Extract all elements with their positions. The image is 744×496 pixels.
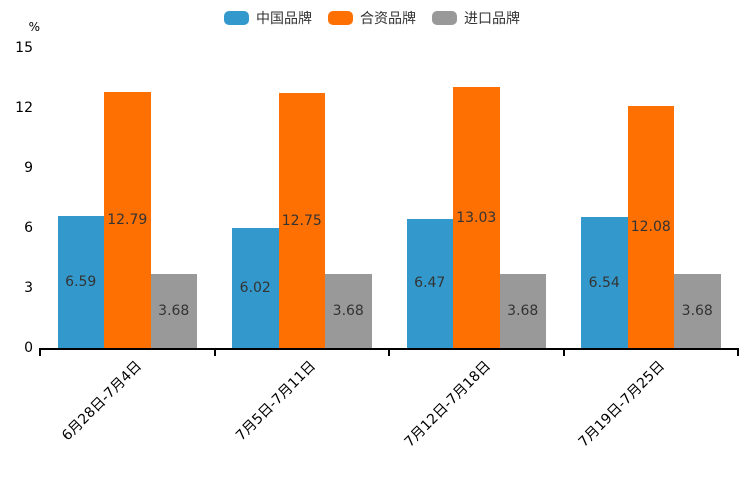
x-axis-tick	[39, 348, 41, 356]
bar-value-label: 12.08	[630, 219, 671, 236]
bar-value-label: 13.03	[456, 209, 497, 226]
legend-item[interactable]: 合资品牌	[328, 8, 416, 28]
legend-swatch	[224, 11, 249, 25]
y-axis-tick-label: 12	[15, 100, 33, 116]
bar-value-label: 3.68	[158, 303, 190, 320]
bar: 12.75	[278, 93, 325, 348]
x-axis-category-label: 7月5日-7月11日	[233, 358, 320, 445]
legend-item[interactable]: 进口品牌	[432, 8, 520, 28]
legend: 中国品牌 合资品牌 进口品牌	[0, 8, 744, 28]
bar-value-label: 3.68	[681, 303, 713, 320]
bar-value-label: 3.68	[507, 303, 539, 320]
bar: 6.47	[406, 218, 453, 348]
y-axis-tick-label: 9	[24, 160, 33, 176]
bar-value-label: 6.47	[414, 275, 446, 292]
bar: 13.03	[453, 87, 500, 348]
x-axis-category-label: 7月12日-7月18日	[401, 358, 494, 451]
bar: 6.02	[232, 227, 279, 348]
x-axis-tick	[737, 348, 739, 356]
y-axis-unit-label: %	[28, 20, 40, 34]
bar: 6.59	[57, 216, 104, 348]
bar: 6.54	[581, 217, 628, 348]
y-axis-tick-label: 6	[24, 220, 33, 236]
legend-item-label: 中国品牌	[256, 11, 312, 27]
bar-value-label: 12.79	[107, 212, 148, 229]
bar-value-label: 6.02	[239, 279, 271, 296]
y-axis-tick-label: 15	[15, 40, 33, 56]
y-axis-tick-label: 3	[24, 280, 33, 296]
x-axis-tick	[213, 348, 216, 356]
bar: 12.79	[104, 92, 151, 348]
bar-value-label: 3.68	[332, 303, 364, 320]
bar: 12.08	[627, 106, 674, 348]
x-axis-category-label: 7月19日-7月25日	[575, 358, 669, 451]
bar-value-label: 12.75	[281, 212, 322, 229]
y-axis-tick-label: 0	[24, 340, 33, 356]
legend-item-label: 合资品牌	[360, 11, 416, 27]
legend-item-label: 进口品牌	[464, 11, 520, 27]
bar: 3.68	[150, 274, 197, 348]
legend-item[interactable]: 中国品牌	[224, 8, 312, 28]
legend-swatch	[328, 11, 353, 25]
legend-swatch	[432, 11, 457, 25]
x-axis-tick	[562, 348, 565, 356]
x-axis-category-label: 6月28日-7月4日	[58, 358, 145, 445]
bar: 3.68	[499, 274, 546, 348]
x-axis-tick	[388, 348, 390, 356]
bar: 3.68	[674, 274, 721, 348]
bar: 3.68	[325, 274, 372, 348]
bar-value-label: 6.59	[65, 274, 97, 291]
bar-value-label: 6.54	[588, 274, 620, 291]
